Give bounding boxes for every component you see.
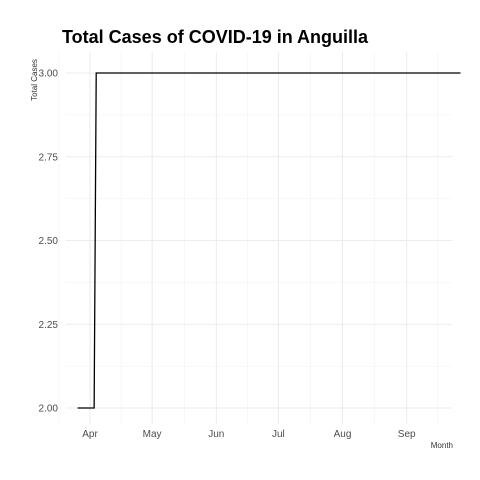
x-axis-title: Month	[431, 441, 453, 450]
y-tick-label: 2.75	[39, 152, 59, 163]
y-tick-label: 2.25	[39, 320, 59, 331]
x-tick-label: Aug	[334, 429, 352, 440]
chart-title: Total Cases of COVID-19 in Anguilla	[62, 27, 369, 47]
y-axis-ticks: 2.00 2.25 2.50 2.75 3.00	[39, 69, 59, 415]
x-tick-label: May	[143, 429, 162, 440]
x-tick-label: Jul	[272, 429, 285, 440]
x-tick-label: Jun	[208, 429, 224, 440]
series-line	[77, 72, 461, 409]
grid	[58, 52, 452, 424]
y-axis-title: Total Cases	[30, 59, 39, 101]
x-tick-label: Sep	[398, 429, 416, 440]
x-tick-label: Apr	[82, 429, 98, 440]
x-axis-ticks: Apr May Jun Jul Aug Sep	[82, 429, 416, 440]
y-tick-label: 2.50	[39, 236, 59, 247]
plot-area	[77, 72, 461, 409]
y-tick-label: 3.00	[39, 69, 59, 80]
y-tick-label: 2.00	[39, 404, 59, 415]
